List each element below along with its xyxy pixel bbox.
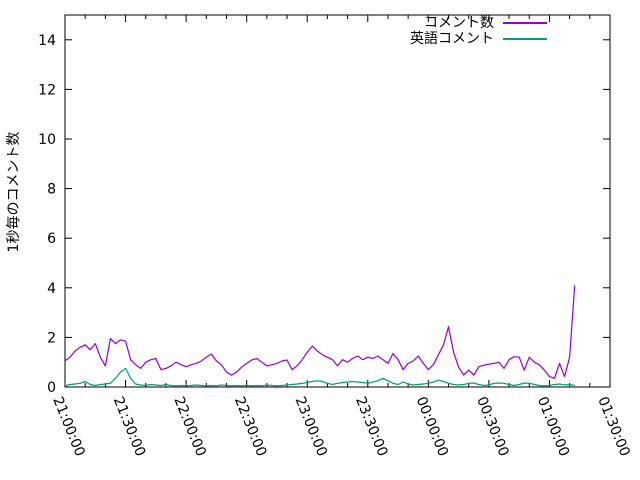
plot-border [64, 14, 611, 388]
legend-label-english-comments: 英語コメント [410, 31, 494, 47]
legend-line-sample-comments [503, 22, 547, 24]
x-tick-label: 23:00:00 [292, 395, 330, 459]
y-tick-label: 14 [38, 33, 56, 49]
y-tick-label: 6 [47, 231, 56, 247]
x-tick-label: 01:30:00 [594, 395, 632, 459]
x-tick-label: 22:00:00 [170, 395, 208, 459]
x-tick-label: 00:00:00 [413, 395, 451, 459]
y-tick-label: 2 [47, 330, 56, 346]
x-tick-label: 22:30:00 [231, 395, 269, 459]
legend: コメント数 英語コメント [410, 15, 547, 47]
legend-item-comments: コメント数 [424, 15, 547, 31]
series-line-1 [64, 367, 575, 387]
x-tick-label: 00:30:00 [473, 395, 511, 459]
y-tick-label: 8 [47, 182, 56, 198]
y-tick-label: 4 [47, 281, 56, 297]
x-tick-label: 21:00:00 [49, 395, 87, 459]
y-tick-label: 10 [38, 132, 56, 148]
x-tick-label: 01:00:00 [534, 395, 572, 459]
legend-line-sample-english-comments [503, 38, 547, 40]
y-tick-label: 0 [47, 380, 56, 396]
x-tick-label: 23:30:00 [352, 395, 390, 459]
x-tick-label: 21:30:00 [110, 395, 148, 459]
y-axis-label: 1秒毎のコメント数 [6, 131, 22, 253]
legend-item-english-comments: 英語コメント [410, 31, 547, 47]
series-line-0 [64, 285, 576, 379]
legend-label-comments: コメント数 [424, 15, 494, 31]
y-tick-label: 12 [38, 82, 56, 98]
